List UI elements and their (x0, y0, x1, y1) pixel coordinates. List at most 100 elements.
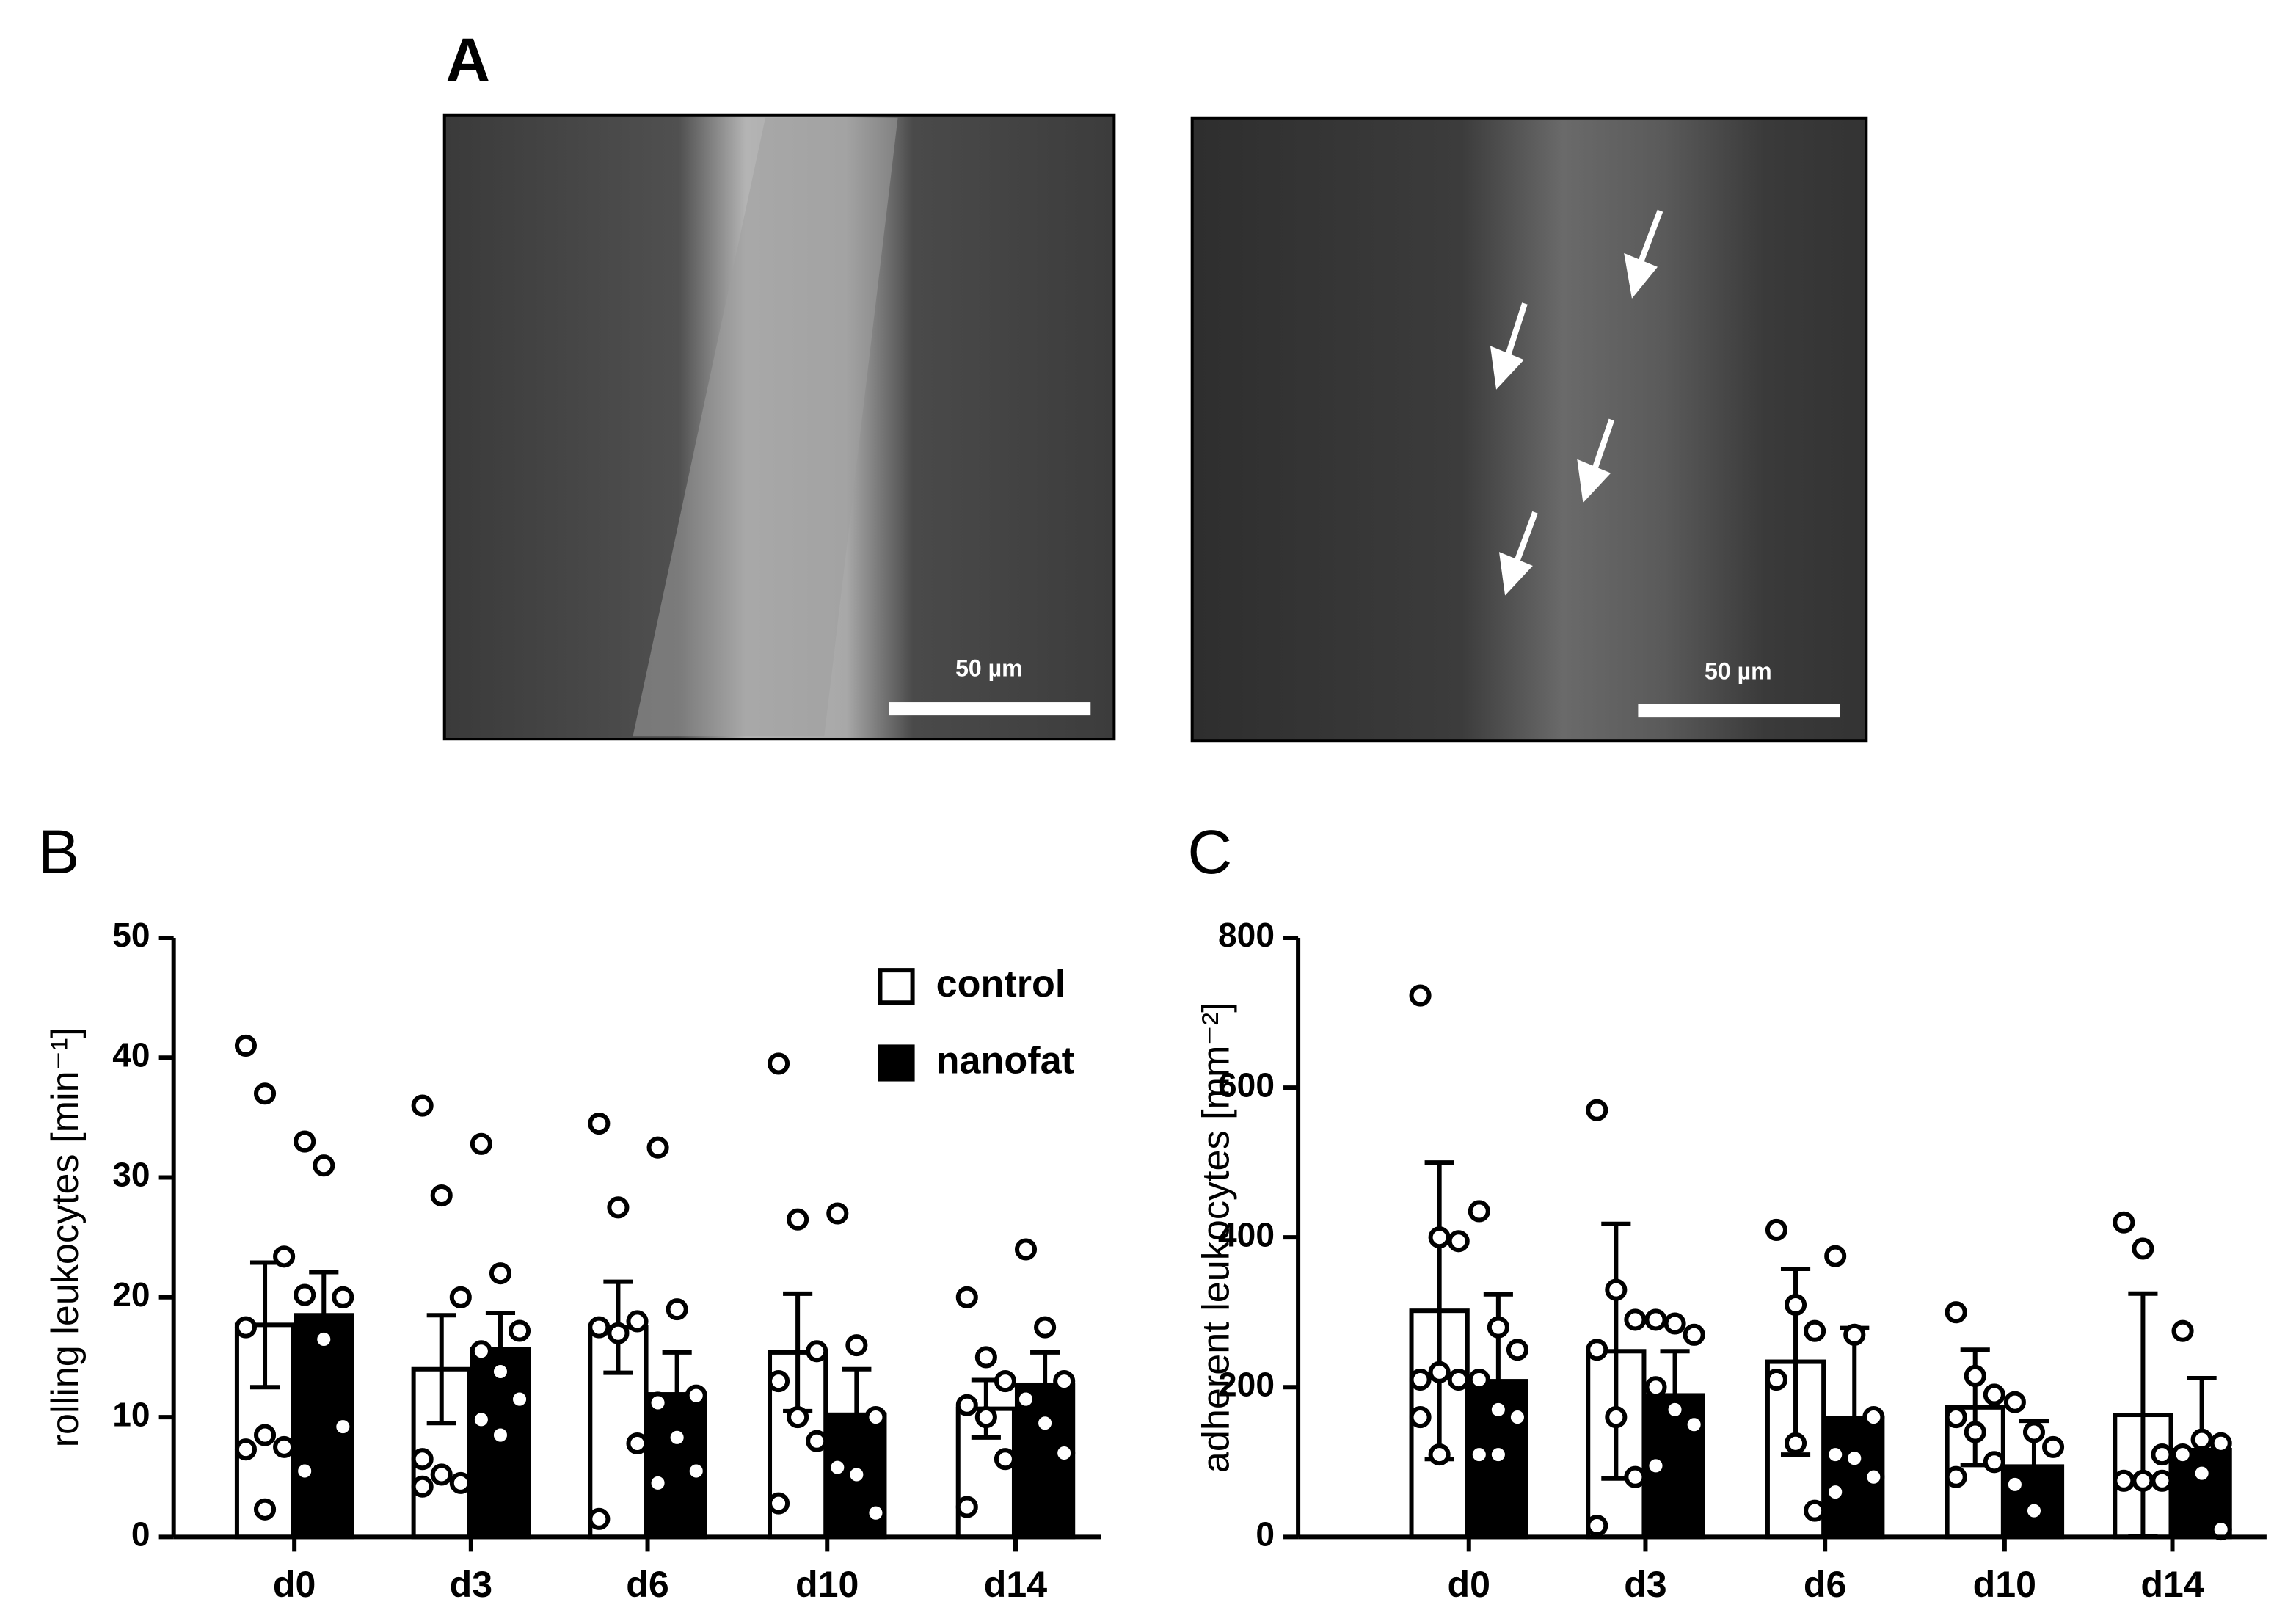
data-point (411, 1448, 434, 1471)
error-bar (842, 1366, 872, 1463)
data-point (2022, 1499, 2046, 1522)
y-tick-label: 20 (112, 1275, 150, 1314)
data-point (1506, 1339, 1528, 1361)
data-point (411, 1475, 434, 1498)
data-point (1468, 1443, 1490, 1466)
x-tick-label: d3 (1624, 1564, 1667, 1605)
data-point (955, 1286, 978, 1308)
data-point (2132, 1237, 2154, 1260)
data-point (313, 1154, 335, 1177)
data-point (994, 1448, 1016, 1471)
data-point (1945, 1301, 1967, 1324)
data-point (768, 1052, 790, 1075)
data-point (1409, 1369, 1432, 1391)
legend-swatch (878, 968, 915, 1005)
x-tick-label: d6 (626, 1564, 669, 1605)
data-point (253, 1424, 277, 1446)
data-point (864, 1501, 887, 1524)
scale-bar-label: 50 µm (1705, 658, 1772, 684)
data-point (588, 1113, 611, 1135)
data-point (1862, 1406, 1885, 1429)
data-point (1784, 1293, 1807, 1317)
data-point (489, 1262, 512, 1285)
y-tick-label: 600 (1218, 1066, 1275, 1104)
data-point (1843, 1447, 1866, 1470)
data-point (430, 1184, 453, 1207)
data-point (1624, 1308, 1647, 1331)
data-point (787, 1406, 809, 1429)
data-point (1804, 1319, 1826, 1342)
data-point (955, 1496, 978, 1518)
data-point (2171, 1319, 2194, 1342)
y-tick-label: 30 (112, 1156, 150, 1194)
data-point (626, 1432, 649, 1455)
data-point (1487, 1443, 1509, 1466)
data-point (1824, 1443, 1847, 1466)
data-point (1624, 1465, 1647, 1488)
data-point (1586, 1514, 1608, 1537)
data-point (234, 1316, 258, 1339)
data-point (1487, 1398, 1509, 1421)
data-point (994, 1370, 1016, 1393)
data-point (1804, 1499, 1826, 1522)
data-point (1605, 1278, 1628, 1301)
data-point (1945, 1465, 1967, 1488)
data-point (470, 1340, 492, 1363)
y-tick-label: 400 (1218, 1215, 1275, 1253)
data-point (2190, 1462, 2213, 1485)
data-point (1765, 1369, 1788, 1391)
y-tick-label: 0 (131, 1515, 150, 1554)
data-point (2209, 1432, 2232, 1454)
data-point (1605, 1406, 1628, 1429)
data-point (1053, 1370, 1076, 1393)
y-tick-label: 50 (112, 916, 150, 954)
data-point (332, 1286, 354, 1308)
data-point (955, 1394, 978, 1416)
data-point (607, 1196, 630, 1219)
data-point (449, 1471, 472, 1494)
x-tick-label: d0 (273, 1564, 316, 1605)
scale-bar-label: 50 µm (955, 655, 1023, 681)
data-point (1683, 1413, 1705, 1436)
data-point (1663, 1312, 1686, 1335)
data-point (2132, 1469, 2154, 1492)
error-bar (426, 1313, 456, 1426)
data-point (470, 1132, 492, 1155)
data-point (1447, 1230, 1470, 1253)
data-point (588, 1316, 611, 1339)
data-point (273, 1435, 296, 1458)
data-point (1983, 1451, 2005, 1474)
data-point (508, 1319, 531, 1342)
y-tick-label: 10 (112, 1395, 150, 1433)
data-point (1468, 1369, 1490, 1391)
data-point (234, 1034, 258, 1057)
data-point (1428, 1226, 1451, 1249)
data-point (489, 1360, 512, 1383)
data-point (974, 1346, 997, 1369)
legend-label: control (936, 963, 1066, 1005)
y-axis-label: adherent leukocytes [mm⁻²] (1195, 1002, 1238, 1473)
data-point (273, 1245, 296, 1268)
legend-swatch (878, 1044, 915, 1082)
data-point (974, 1406, 997, 1429)
panel-label: A (445, 26, 490, 95)
micrograph: 50 µm (442, 113, 1116, 741)
data-point (294, 1460, 316, 1482)
data-point (1586, 1339, 1608, 1361)
data-point (864, 1406, 887, 1429)
micrograph: 50 µm (1190, 116, 1868, 743)
data-point (826, 1456, 849, 1479)
data-point (845, 1463, 868, 1486)
data-point (1644, 1376, 1667, 1399)
error-bar (1660, 1349, 1690, 1442)
data-point (1862, 1465, 1885, 1488)
data-point (253, 1082, 277, 1105)
y-axis-label: rolling leukocytes [min⁻¹] (44, 1027, 87, 1447)
data-point (2003, 1391, 2026, 1413)
bar-chart: 0 200 400 600 800 adherent leukocytes [mm⁻²] d… (1195, 916, 2267, 1605)
data-point (685, 1460, 707, 1482)
data-point (2022, 1421, 2046, 1443)
legend-label: nanofat (936, 1039, 1074, 1082)
data-point (1014, 1238, 1038, 1261)
